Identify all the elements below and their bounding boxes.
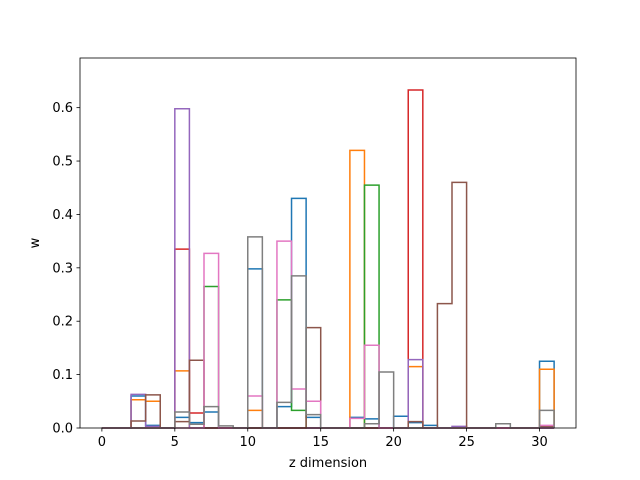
x-axis-label: z dimension (289, 456, 367, 471)
y-tick-label: 0.2 (52, 315, 73, 330)
x-tick-label: 0 (98, 435, 106, 450)
x-tick-label: 10 (239, 435, 256, 450)
x-tick-label: 20 (385, 435, 402, 450)
y-tick-label: 0.1 (52, 368, 73, 383)
y-tick-label: 0.3 (52, 261, 73, 276)
x-tick-label: 30 (531, 435, 548, 450)
plot-frame (79, 57, 577, 429)
y-tick-label: 0.5 (52, 155, 73, 170)
x-tick-label: 15 (312, 435, 329, 450)
x-axis-ticks: 0 5 10 15 20 25 30 (98, 428, 548, 450)
y-tick-label: 0.6 (52, 101, 73, 116)
y-axis-label: w (28, 237, 43, 248)
y-tick-label: 0.0 (52, 422, 73, 437)
x-tick-label: 25 (458, 435, 475, 450)
x-tick-label: 5 (171, 435, 179, 450)
y-tick-label: 0.4 (52, 208, 73, 223)
y-axis-ticks: 0.0 0.1 0.2 0.3 0.4 0.5 0.6 (52, 101, 80, 437)
plot-area (80, 58, 576, 428)
